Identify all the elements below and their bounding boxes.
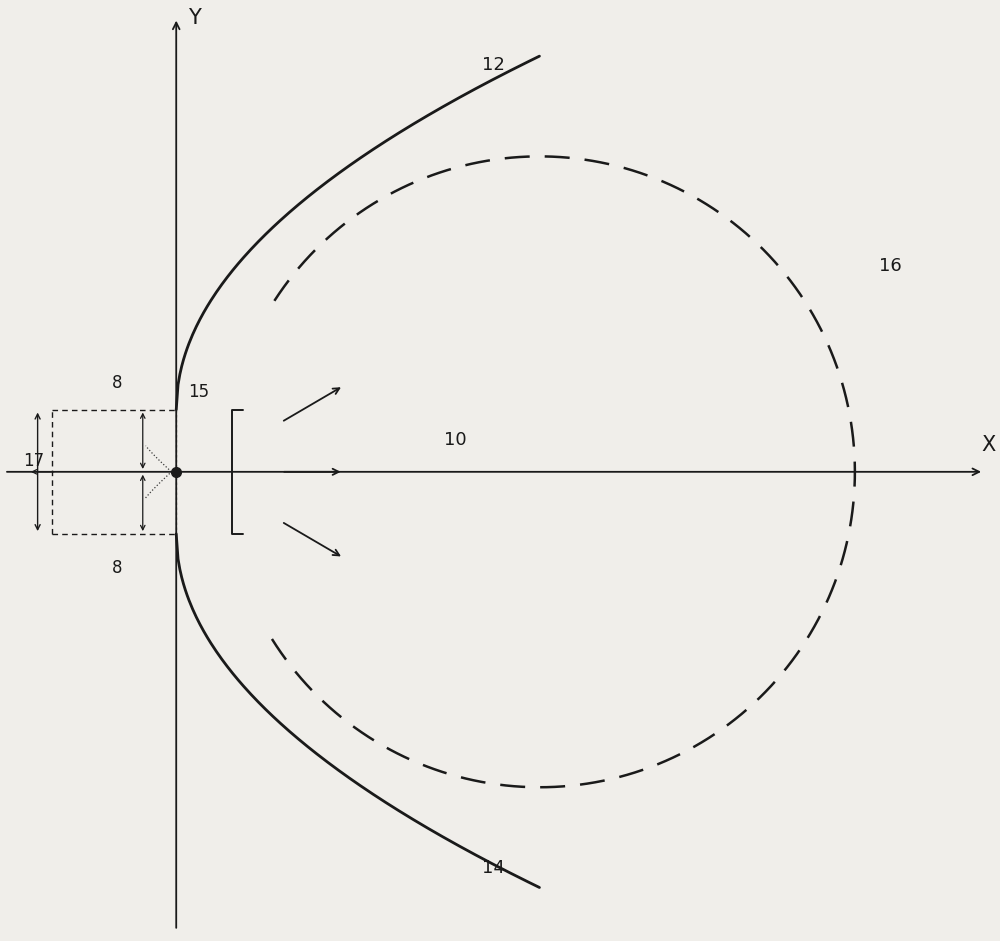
Text: 8: 8 [112, 559, 123, 577]
Text: 15: 15 [188, 383, 209, 401]
Text: X: X [982, 435, 996, 455]
Text: 8: 8 [112, 374, 123, 391]
Text: 16: 16 [879, 257, 902, 275]
Text: Y: Y [188, 8, 201, 28]
Text: 12: 12 [482, 56, 505, 74]
Text: 10: 10 [444, 431, 466, 449]
Text: 17: 17 [23, 452, 44, 470]
Text: 14: 14 [482, 859, 505, 877]
